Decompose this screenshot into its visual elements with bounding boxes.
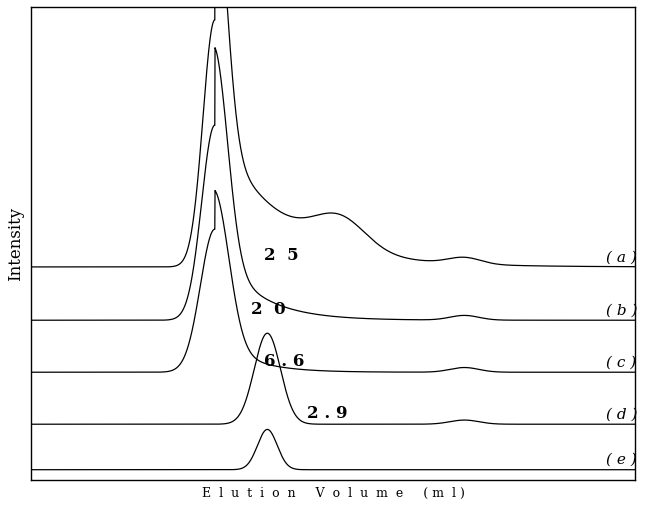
Text: ( d ): ( d ) [606,408,637,422]
Text: ( e ): ( e ) [606,453,637,467]
Text: 6 . 6: 6 . 6 [264,353,304,370]
Y-axis label: Intensity: Intensity [7,206,24,280]
X-axis label: E  l  u  t  i  o  n     V  o  l  u  m  e     ( m  l ): E l u t i o n V o l u m e ( m l ) [202,487,465,500]
Text: ( b ): ( b ) [606,304,637,317]
Text: ( a ): ( a ) [606,250,637,264]
Text: 2 . 9: 2 . 9 [307,405,347,422]
Text: 2  5: 2 5 [264,247,299,264]
Text: 2  0: 2 0 [251,301,286,317]
Text: ( c ): ( c ) [606,355,636,370]
